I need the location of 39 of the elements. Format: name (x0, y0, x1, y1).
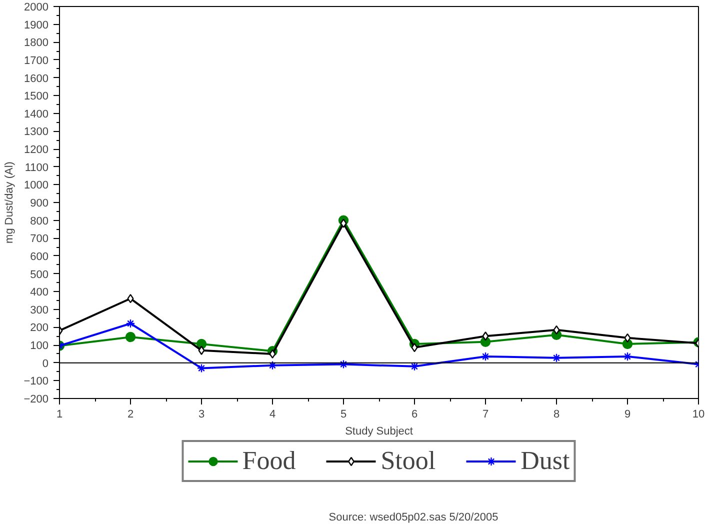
y-tick-label: 800 (30, 215, 49, 228)
y-tick-label: 0 (42, 358, 49, 370)
x-tick-label: 6 (411, 408, 418, 420)
legend-label: Dust (520, 446, 570, 476)
y-tick-label: 900 (30, 198, 49, 210)
legend-label: Stool (380, 446, 436, 476)
x-tick-label: 7 (482, 408, 489, 420)
y-tick-label: 1200 (24, 144, 49, 156)
x-tick-label: 2 (127, 408, 134, 420)
y-tick-label: 200 (30, 322, 49, 334)
y-tick-label: 100 (30, 340, 49, 352)
source-note: Source: wsed05p02.sas 5/20/2005 (328, 512, 498, 524)
legend-label: Food (242, 446, 296, 476)
x-tick-label: 4 (269, 408, 276, 420)
y-tick-label: 1000 (24, 180, 49, 192)
x-tick-label: 1 (56, 408, 63, 420)
y-tick-label: 1600 (24, 72, 49, 85)
y-tick-label: 1300 (24, 126, 49, 138)
y-tick-label: 1700 (24, 54, 49, 67)
y-tick-label: −100 (24, 376, 49, 388)
y-tick-label: 600 (30, 250, 49, 263)
y-tick-label: 1900 (24, 19, 49, 32)
y-tick-label: 2000 (24, 2, 49, 14)
y-tick-label: −200 (24, 394, 49, 406)
x-tick-label: 3 (198, 408, 205, 420)
y-tick-label: 400 (30, 286, 49, 299)
x-tick-label: 5 (340, 408, 347, 420)
y-tick-label: 300 (30, 304, 49, 316)
x-tick-label: 8 (553, 408, 560, 420)
y-tick-label: 1800 (24, 37, 49, 50)
y-tick-label: 700 (30, 233, 49, 246)
y-tick-label: 1100 (24, 162, 48, 174)
x-axis-title: Study Subject (345, 426, 413, 438)
y-axis-title: mg Dust/day (Al) (4, 162, 16, 244)
y-tick-label: 500 (30, 268, 49, 281)
y-tick-label: 1400 (24, 108, 49, 120)
x-tick-label: 9 (624, 408, 631, 420)
x-tick-label: 10 (692, 408, 705, 420)
y-tick-label: 1500 (24, 90, 49, 103)
